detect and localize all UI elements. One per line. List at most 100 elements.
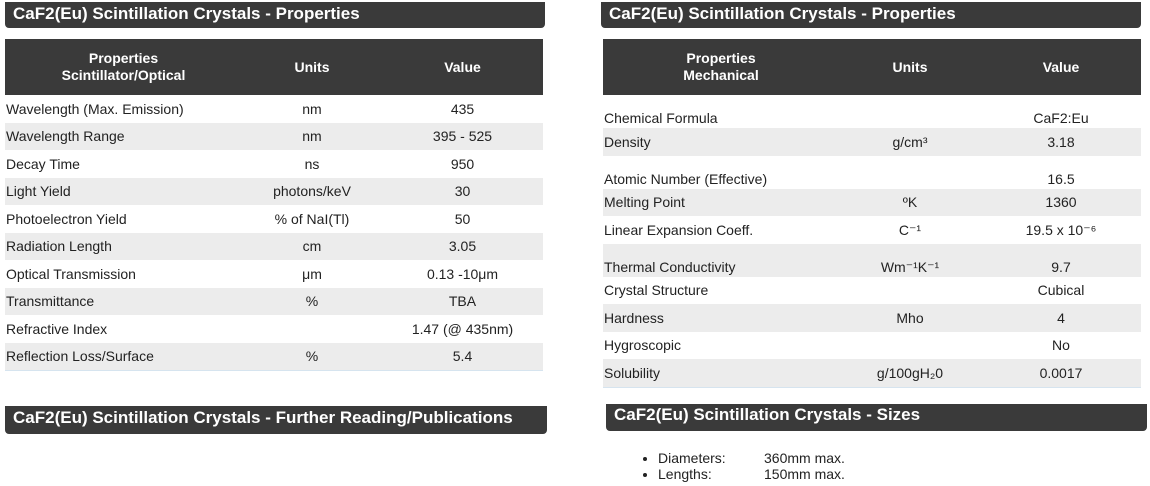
value-cell: Cubical — [1037, 282, 1085, 299]
header-line-1: Properties — [88, 50, 159, 66]
value-cell: 3.05 — [382, 232, 543, 260]
property-cell: Radiation Length — [5, 232, 242, 260]
table-row: Light Yield photons/keV 30 — [5, 177, 543, 205]
property-cell: Thermal Conductivity — [603, 243, 839, 277]
table-row: Crystal Structure Cubical — [603, 277, 1141, 305]
value-cell: 435 — [450, 100, 475, 117]
units-cell: g/100gH₂0 — [839, 359, 981, 388]
value-cell: TBA — [382, 287, 543, 315]
units-cell: % of NaI(Tl) — [274, 210, 350, 227]
property-cell: Density — [603, 128, 839, 156]
property-cell: Wavelength (Max. Emission) — [6, 100, 184, 117]
table-row: Wavelength (Max. Emission) nm 435 — [5, 95, 543, 123]
value-cell: 395 - 525 — [382, 122, 543, 150]
table-row: Thermal Conductivity Wm⁻¹K⁻¹ 9.7 — [603, 243, 1141, 277]
units-cell: g/cm³ — [839, 128, 981, 156]
column-header-value: Value — [382, 39, 543, 95]
units-cell — [839, 156, 981, 189]
size-label: Lengths: — [658, 466, 712, 482]
units-cell: ºK — [839, 188, 981, 216]
list-item: Diameters: 360mm max. — [658, 450, 845, 466]
table-row: Wavelength Range nm 395 - 525 — [5, 122, 543, 150]
further-reading-title: CaF2(Eu) Scintillation Crystals - Furthe… — [5, 406, 547, 434]
table-row: Reflection Loss/Surface% 5.4 — [5, 342, 543, 371]
value-cell: 1.47 (@ 435nm) — [411, 320, 514, 337]
header-line-2: Mechanical — [683, 67, 759, 83]
value-cell: CaF2:Eu — [1033, 110, 1089, 126]
table-row: Linear Expansion Coeff. C⁻¹ 19.5 x 10⁻⁶ — [603, 216, 1141, 244]
units-cell: ns — [304, 155, 320, 172]
property-cell: Decay Time — [6, 155, 80, 172]
property-cell: Solubility — [603, 359, 839, 388]
units-cell: % — [242, 342, 382, 371]
property-cell: Hardness — [603, 304, 839, 332]
units-cell: nm — [242, 122, 382, 150]
property-cell: Refractive Index — [6, 320, 108, 337]
value-cell: 4 — [981, 304, 1141, 332]
value-cell: 0.13 -10μm — [426, 265, 499, 282]
sizes-title: CaF2(Eu) Scintillation Crystals - Sizes — [606, 404, 1147, 431]
units-cell: Mho — [839, 304, 981, 332]
column-header-value: Value — [981, 39, 1141, 95]
column-header-units: Units — [839, 39, 981, 95]
units-cell: nm — [302, 100, 322, 117]
table-row: Density g/cm³ 3.18 — [603, 128, 1141, 156]
table-row: Radiation Length cm 3.05 — [5, 232, 543, 260]
property-cell: Photoelectron Yield — [6, 210, 127, 227]
table-row: Refractive Index 1.47 (@ 435nm) — [5, 315, 543, 343]
property-cell: Melting Point — [603, 188, 839, 216]
units-cell — [839, 332, 981, 360]
sizes-list: Diameters: 360mm max. Lengths: 150mm max. — [640, 450, 845, 482]
scintillator-optical-table: Properties Scintillator/Optical Units Va… — [5, 39, 543, 371]
table-header-row: Properties Scintillator/Optical Units Va… — [5, 39, 543, 95]
units-cell — [839, 95, 981, 128]
table-row: Solubility g/100gH₂0 0.0017 — [603, 359, 1141, 388]
table-row: Photoelectron Yield % of NaI(Tl) 50 — [5, 205, 543, 233]
list-item: Lengths: 150mm max. — [658, 466, 845, 482]
mechanical-properties-title: CaF2(Eu) Scintillation Crystals - Proper… — [601, 2, 1141, 28]
value-cell: 19.5 x 10⁻⁶ — [1025, 221, 1097, 238]
value-cell: 1360 — [981, 188, 1141, 216]
property-cell: Chemical Formula — [604, 110, 718, 126]
table-row: Chemical Formula CaF2:Eu — [603, 95, 1141, 128]
size-value: 360mm max. — [764, 450, 845, 466]
column-header-units: Units — [242, 39, 382, 95]
table-header-row: Properties Mechanical Units Value — [603, 39, 1141, 95]
units-cell — [242, 315, 382, 343]
value-cell: 950 — [450, 155, 475, 172]
size-label: Diameters: — [658, 450, 726, 466]
units-cell: % — [242, 287, 382, 315]
header-line-2: Scintillator/Optical — [61, 67, 186, 83]
units-cell: cm — [242, 232, 382, 260]
value-cell: 16.5 — [1047, 170, 1075, 187]
units-cell: μm — [302, 265, 322, 282]
units-cell: C⁻¹ — [898, 221, 922, 238]
table-row: Hardness Mho 4 — [603, 304, 1141, 332]
units-cell: photons/keV — [242, 177, 382, 205]
value-cell: 50 — [454, 210, 471, 227]
column-header-properties: Properties Scintillator/Optical — [5, 39, 242, 95]
mechanical-properties-table: Properties Mechanical Units Value Chemic… — [603, 39, 1141, 388]
table-row: Melting Point ºK 1360 — [603, 188, 1141, 216]
scintillator-properties-title: CaF2(Eu) Scintillation Crystals - Proper… — [5, 2, 545, 28]
property-cell: Reflection Loss/Surface — [5, 342, 242, 371]
property-cell: Light Yield — [5, 177, 242, 205]
property-cell: Wavelength Range — [5, 122, 242, 150]
units-cell — [839, 277, 981, 305]
table-row: Transmittance% TBA — [5, 287, 543, 315]
table-row: Decay Time ns 950 — [5, 150, 543, 178]
value-cell: 3.18 — [981, 128, 1141, 156]
property-cell: Linear Expansion Coeff. — [604, 221, 754, 238]
size-value: 150mm max. — [764, 466, 845, 482]
value-cell: 5.4 — [382, 342, 543, 371]
property-cell: Crystal Structure — [604, 282, 709, 299]
value-cell: 30 — [382, 177, 543, 205]
table-row: Optical Transmission μm 0.13 -10μm — [5, 260, 543, 288]
table-row: Atomic Number (Effective) 16.5 — [603, 156, 1141, 189]
units-cell: Wm⁻¹K⁻¹ — [839, 243, 981, 277]
property-cell: Atomic Number (Effective) — [604, 170, 768, 187]
property-cell: Hygroscopic — [604, 337, 682, 354]
value-cell: 9.7 — [981, 243, 1141, 277]
value-cell: No — [1052, 337, 1070, 354]
property-cell: Transmittance — [5, 287, 242, 315]
